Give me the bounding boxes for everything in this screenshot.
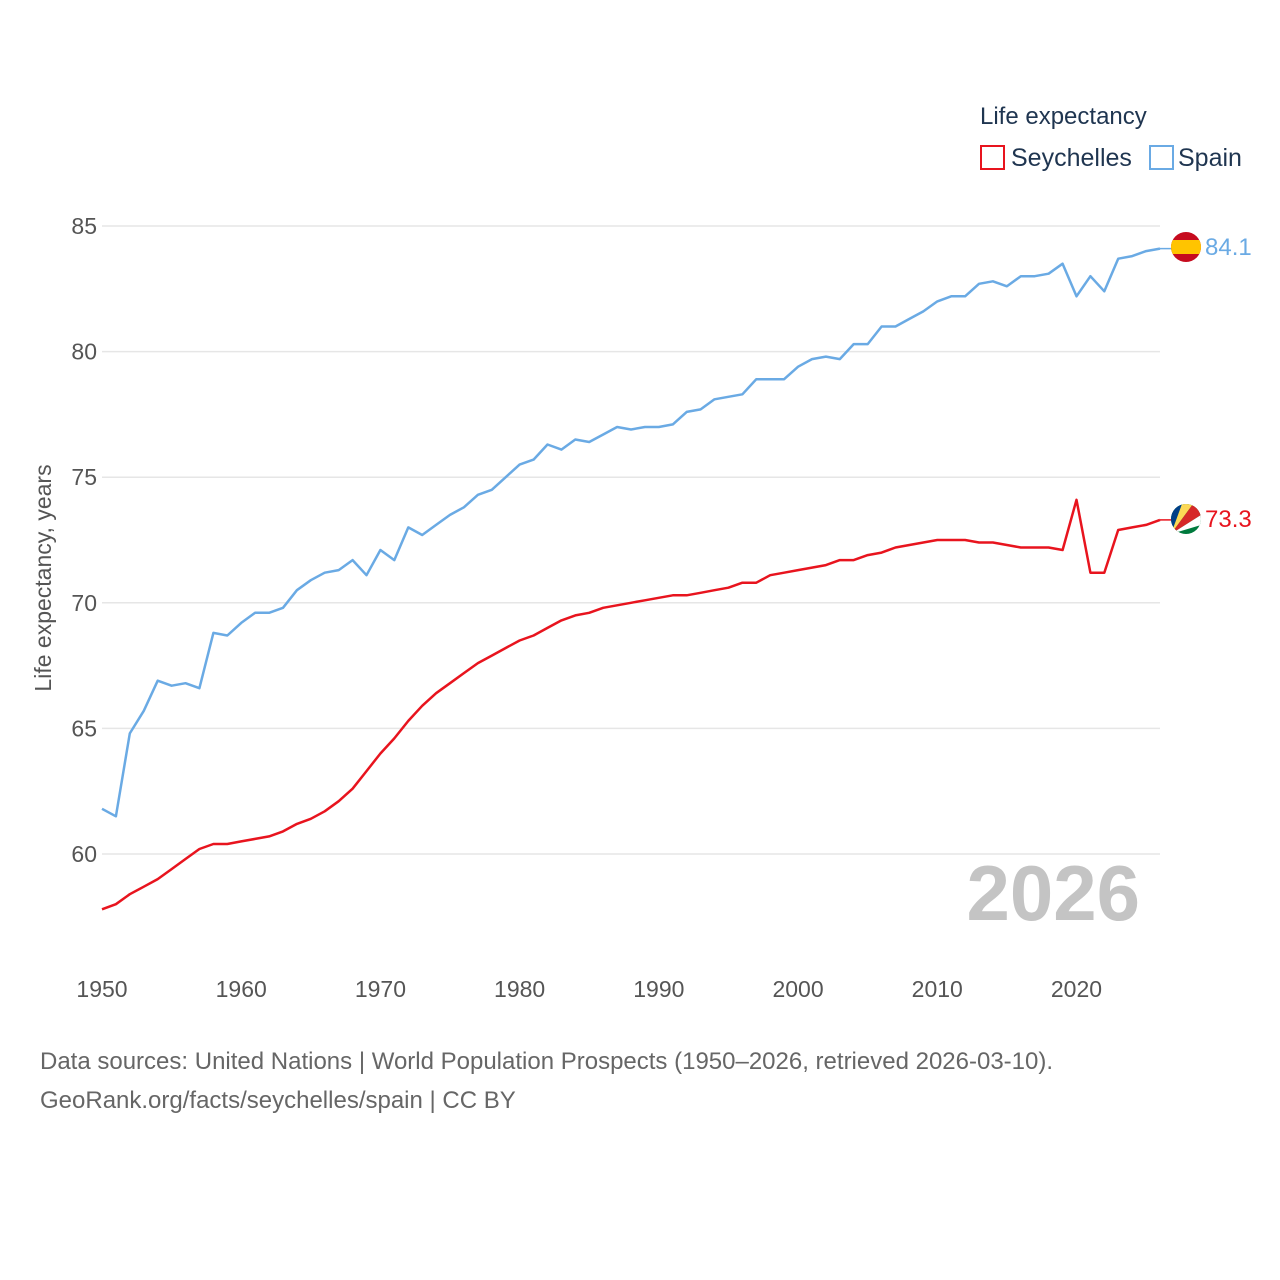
series-line-seychelles (101, 498, 1161, 911)
seychelles-flag-icon (1171, 504, 1201, 534)
x-tick-label: 2010 (912, 976, 963, 1002)
x-tick-label: 1970 (355, 976, 406, 1002)
x-tick-label: 2020 (1051, 976, 1102, 1002)
source-link[interactable]: GeoRank.org/facts/seychelles/spain | CC … (40, 1087, 516, 1114)
legend-swatch-spain (1149, 145, 1174, 170)
y-tick-label: 80 (71, 339, 97, 365)
data-sources-note: Data sources: United Nations | World Pop… (40, 1048, 1054, 1075)
x-tick-label: 1980 (494, 976, 545, 1002)
y-tick-label: 70 (71, 590, 97, 616)
y-tick-label: 75 (71, 464, 97, 490)
life-expectancy-chart: Life expectancy Seychelles Spain 60 65 70 7… (30, 103, 1252, 1002)
current-year-watermark: 2026 (966, 849, 1140, 937)
series-line-spain (101, 247, 1161, 818)
series-layer (101, 247, 1172, 911)
y-tick-label: 85 (71, 213, 97, 239)
x-tick-label: 2000 (772, 976, 823, 1002)
legend-swatch-seychelles (980, 145, 1005, 170)
legend-item-seychelles[interactable]: Seychelles (980, 144, 1132, 172)
legend-item-spain[interactable]: Spain (1149, 144, 1242, 172)
legend-label-spain: Spain (1178, 144, 1242, 172)
spain-end-marker: 84.1 (1171, 232, 1252, 262)
x-tick-label: 1990 (633, 976, 684, 1002)
gridlines (102, 225, 1160, 855)
y-axis-title: Life expectancy, years (30, 464, 56, 691)
footer: Data sources: United Nations | World Pop… (40, 1042, 1053, 1120)
x-tick-label: 1960 (216, 976, 267, 1002)
spain-end-value: 84.1 (1205, 234, 1252, 261)
legend-title: Life expectancy (980, 103, 1147, 130)
y-tick-label: 60 (71, 841, 97, 867)
x-tick-label: 1950 (76, 976, 127, 1002)
x-axis-ticks: 1950 1960 1970 1980 1990 2000 2010 2020 (76, 976, 1102, 1002)
seychelles-end-value: 73.3 (1205, 506, 1252, 533)
seychelles-end-marker: 73.3 (1171, 504, 1252, 534)
legend-label-seychelles: Seychelles (1011, 144, 1132, 172)
y-axis-ticks: 60 65 70 75 80 85 (71, 213, 97, 867)
y-tick-label: 65 (71, 715, 97, 741)
spain-flag-icon (1171, 232, 1201, 262)
